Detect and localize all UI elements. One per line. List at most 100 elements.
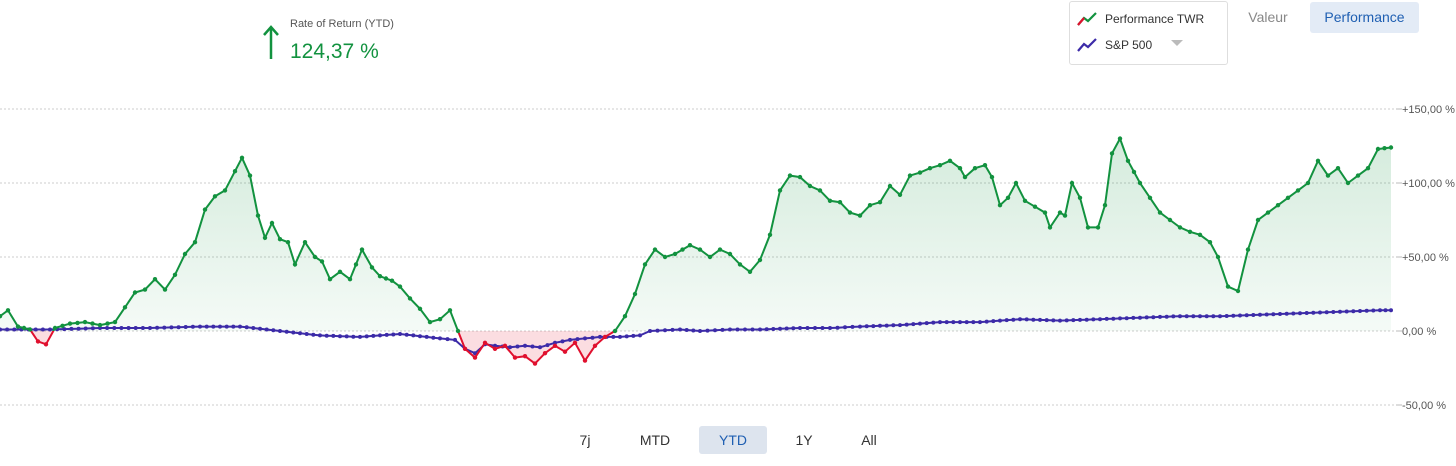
performance-point bbox=[592, 343, 598, 348]
sp500-point bbox=[140, 326, 145, 330]
sp500-point bbox=[278, 329, 282, 333]
sp500-point bbox=[384, 332, 389, 337]
sp500-point bbox=[891, 323, 896, 328]
range-all-button[interactable]: All bbox=[861, 432, 877, 448]
ror-label: Rate of Return (YTD) bbox=[290, 18, 394, 30]
performance-point bbox=[1275, 203, 1281, 208]
arrow-up-icon bbox=[263, 25, 279, 59]
sp500-point bbox=[1304, 311, 1309, 315]
sp500-point bbox=[1031, 317, 1036, 322]
performance-point bbox=[697, 247, 703, 252]
sp500-point bbox=[1091, 317, 1096, 322]
y-tick-label: +100,00 % bbox=[1402, 178, 1455, 190]
performance-point bbox=[482, 340, 488, 345]
performance-point bbox=[512, 355, 518, 360]
performance-point bbox=[1137, 180, 1143, 186]
sp500-point bbox=[1204, 314, 1209, 319]
performance-point bbox=[1355, 173, 1361, 178]
legend-item-performance[interactable]: Performance TWR bbox=[1076, 8, 1204, 30]
sp500-point bbox=[713, 328, 717, 333]
sp500-point bbox=[735, 327, 740, 332]
sp500-point bbox=[958, 320, 962, 325]
performance-point bbox=[542, 351, 548, 356]
sp500-point bbox=[404, 332, 409, 337]
performance-point bbox=[67, 321, 73, 326]
sp500-point bbox=[331, 333, 336, 338]
sp500-point bbox=[771, 327, 776, 331]
performance-point bbox=[377, 274, 383, 279]
performance-point bbox=[1388, 145, 1394, 150]
sp500-point bbox=[1151, 315, 1156, 320]
sp500-point bbox=[638, 333, 642, 338]
performance-area-positive bbox=[0, 138, 1391, 331]
performance-point bbox=[1295, 188, 1301, 193]
sp500-point bbox=[1338, 309, 1342, 314]
chevron-down-icon[interactable] bbox=[1170, 39, 1184, 47]
performance-point bbox=[142, 287, 148, 292]
performance-point bbox=[192, 240, 198, 245]
sp500-point bbox=[298, 331, 302, 336]
sp500-point bbox=[176, 325, 181, 330]
range-ytd-button[interactable]: YTD bbox=[699, 426, 767, 454]
sp500-point bbox=[0, 327, 2, 332]
performance-point bbox=[737, 262, 743, 267]
performance-point bbox=[997, 203, 1003, 208]
sp500-point bbox=[126, 326, 131, 330]
performance-point bbox=[247, 173, 253, 178]
range-mtd-button[interactable]: MTD bbox=[639, 432, 671, 448]
range-7j-button[interactable]: 7j bbox=[579, 432, 591, 448]
sp500-point bbox=[871, 324, 876, 329]
performance-point bbox=[807, 183, 813, 189]
performance-point bbox=[1225, 284, 1231, 289]
performance-point bbox=[1315, 158, 1321, 163]
performance-point bbox=[777, 188, 783, 193]
performance-point bbox=[1305, 180, 1311, 186]
sp500-point bbox=[858, 324, 862, 329]
legend[interactable]: Performance TWR S&P 500 bbox=[1069, 1, 1228, 65]
performance-point bbox=[1375, 146, 1381, 152]
sp500-point bbox=[1198, 314, 1202, 319]
performance-point bbox=[707, 254, 713, 260]
performance-button[interactable]: Performance bbox=[1310, 2, 1419, 33]
valeur-button[interactable]: Valeur bbox=[1248, 9, 1288, 25]
legend-item-benchmark[interactable]: S&P 500 bbox=[1076, 34, 1152, 56]
performance-point bbox=[1069, 180, 1075, 186]
performance-point bbox=[389, 278, 395, 283]
sp500-point bbox=[991, 319, 996, 324]
sp500-point bbox=[611, 334, 616, 339]
sp500-point bbox=[284, 329, 289, 334]
sp500-point bbox=[1318, 310, 1322, 315]
performance-point bbox=[383, 276, 389, 281]
sp500-point bbox=[1351, 309, 1356, 314]
sp500-point bbox=[798, 326, 802, 330]
performance-point bbox=[105, 321, 110, 326]
performance-point bbox=[302, 240, 308, 245]
performance-point bbox=[612, 328, 618, 334]
performance-point bbox=[1062, 213, 1068, 218]
performance-point bbox=[0, 314, 3, 319]
sp500-point bbox=[835, 325, 840, 330]
sp500-point bbox=[820, 326, 825, 330]
sp500-point bbox=[850, 324, 855, 329]
performance-point bbox=[15, 324, 21, 329]
sp500-point bbox=[670, 327, 675, 332]
performance-point bbox=[75, 320, 80, 326]
performance-point bbox=[502, 343, 508, 348]
sp500-point bbox=[411, 333, 416, 338]
performance-point bbox=[285, 240, 291, 245]
sp500-point bbox=[560, 339, 565, 344]
range-1y-button[interactable]: 1Y bbox=[795, 432, 813, 448]
sp500-point bbox=[445, 337, 450, 342]
sp500-point bbox=[750, 327, 755, 332]
sp500-point bbox=[743, 327, 747, 332]
sp500-point bbox=[1371, 308, 1376, 313]
performance-point bbox=[552, 343, 558, 348]
performance-point bbox=[817, 188, 823, 193]
sp500-point bbox=[583, 336, 587, 341]
sp500-point bbox=[1311, 310, 1316, 315]
performance-point bbox=[417, 306, 423, 311]
sp500-point bbox=[931, 320, 936, 325]
performance-point bbox=[687, 243, 693, 248]
sp500-point bbox=[944, 320, 949, 325]
